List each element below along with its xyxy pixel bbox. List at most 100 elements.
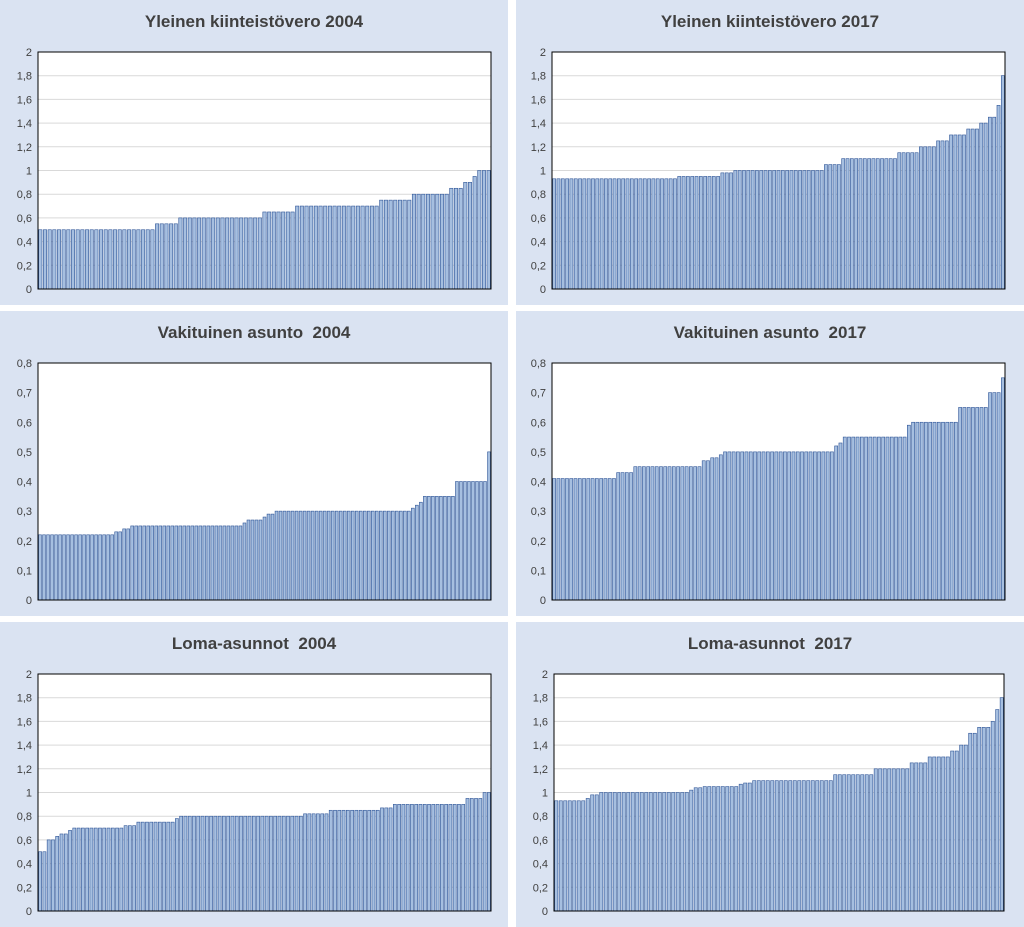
bar bbox=[162, 525, 167, 601]
bar bbox=[953, 134, 958, 290]
bar bbox=[783, 451, 787, 601]
bar bbox=[599, 178, 604, 290]
bar bbox=[725, 786, 730, 912]
bar bbox=[966, 128, 971, 290]
y-tick-label: 1,8 bbox=[533, 693, 548, 705]
bar bbox=[57, 229, 61, 290]
bar bbox=[93, 827, 98, 912]
y-tick-label: 0,8 bbox=[17, 189, 32, 201]
bar bbox=[693, 787, 698, 912]
bar bbox=[68, 830, 72, 912]
bar bbox=[681, 176, 686, 290]
bar bbox=[113, 229, 118, 290]
bar bbox=[954, 750, 959, 912]
bar bbox=[569, 478, 574, 601]
bar bbox=[617, 178, 621, 290]
y-tick-label: 2 bbox=[540, 47, 546, 59]
bar bbox=[897, 152, 902, 290]
bar bbox=[175, 818, 179, 912]
bar bbox=[785, 170, 789, 290]
bar bbox=[487, 792, 491, 912]
bar bbox=[220, 217, 225, 290]
y-tick-label: 0 bbox=[26, 284, 32, 296]
plot-border bbox=[551, 51, 1006, 290]
bar bbox=[595, 478, 599, 601]
bar bbox=[644, 792, 649, 912]
y-tick-label: 0 bbox=[540, 595, 546, 607]
bar bbox=[966, 407, 971, 601]
chart-panel-holiday-2017: Loma-asunnot 2017 0 0,2 0,4 0,6 0,8 1 1,2 1,4 1,… bbox=[516, 622, 1024, 927]
bar bbox=[90, 534, 94, 601]
bar bbox=[957, 134, 962, 290]
bar bbox=[115, 827, 119, 912]
bar bbox=[608, 792, 613, 912]
bar bbox=[900, 768, 905, 912]
y-tick-label: 0 bbox=[26, 906, 32, 918]
bar bbox=[667, 466, 672, 601]
bar bbox=[66, 534, 70, 601]
bar bbox=[770, 780, 775, 912]
bar bbox=[114, 531, 118, 601]
bar bbox=[878, 768, 883, 912]
bar bbox=[642, 466, 646, 601]
bar bbox=[842, 774, 847, 912]
bar bbox=[554, 800, 559, 912]
bar bbox=[132, 825, 136, 912]
bar bbox=[697, 466, 702, 601]
bar bbox=[832, 164, 837, 290]
bar bbox=[338, 510, 343, 601]
bar bbox=[996, 392, 1001, 601]
bar bbox=[318, 205, 323, 290]
bar bbox=[664, 178, 669, 290]
bar bbox=[772, 170, 777, 290]
bar bbox=[226, 525, 231, 601]
bar bbox=[423, 496, 427, 601]
y-tick-label: 1,2 bbox=[533, 764, 548, 776]
bar bbox=[638, 178, 643, 290]
bar bbox=[888, 158, 893, 290]
bar bbox=[765, 451, 770, 601]
bar bbox=[630, 792, 635, 912]
bar bbox=[585, 798, 590, 912]
bar bbox=[868, 436, 873, 601]
bar bbox=[928, 421, 933, 601]
bar bbox=[612, 478, 616, 601]
bar bbox=[273, 815, 278, 912]
plot-border bbox=[37, 51, 492, 290]
bar bbox=[118, 531, 122, 601]
bar bbox=[828, 780, 833, 912]
bar bbox=[677, 176, 682, 290]
bar bbox=[431, 496, 435, 601]
bar bbox=[410, 804, 414, 912]
bar bbox=[774, 780, 779, 912]
bar bbox=[873, 768, 878, 912]
bar bbox=[47, 229, 52, 290]
y-tick-label: 0,4 bbox=[531, 237, 546, 249]
bar bbox=[860, 774, 865, 912]
bar bbox=[411, 193, 416, 290]
bar bbox=[108, 229, 113, 290]
bar bbox=[634, 178, 638, 290]
bar bbox=[337, 205, 342, 290]
bar bbox=[907, 424, 911, 601]
y-tick-label: 1,8 bbox=[17, 71, 32, 83]
bar bbox=[847, 436, 851, 601]
bar bbox=[1001, 377, 1005, 601]
bar bbox=[867, 158, 871, 290]
bar bbox=[201, 217, 206, 290]
bar bbox=[639, 792, 644, 912]
bar bbox=[486, 170, 491, 290]
bar bbox=[166, 821, 171, 912]
y-tick-label: 0,8 bbox=[531, 358, 546, 370]
bar bbox=[586, 478, 591, 601]
bar bbox=[864, 774, 869, 912]
chart-title: Loma-asunnot 2004 bbox=[171, 634, 337, 653]
bar bbox=[106, 827, 111, 912]
bar bbox=[128, 825, 132, 912]
bar bbox=[653, 792, 658, 912]
bar bbox=[616, 472, 621, 601]
bar bbox=[196, 815, 201, 912]
bar bbox=[443, 496, 447, 601]
bar bbox=[718, 454, 723, 601]
bar bbox=[950, 750, 955, 912]
